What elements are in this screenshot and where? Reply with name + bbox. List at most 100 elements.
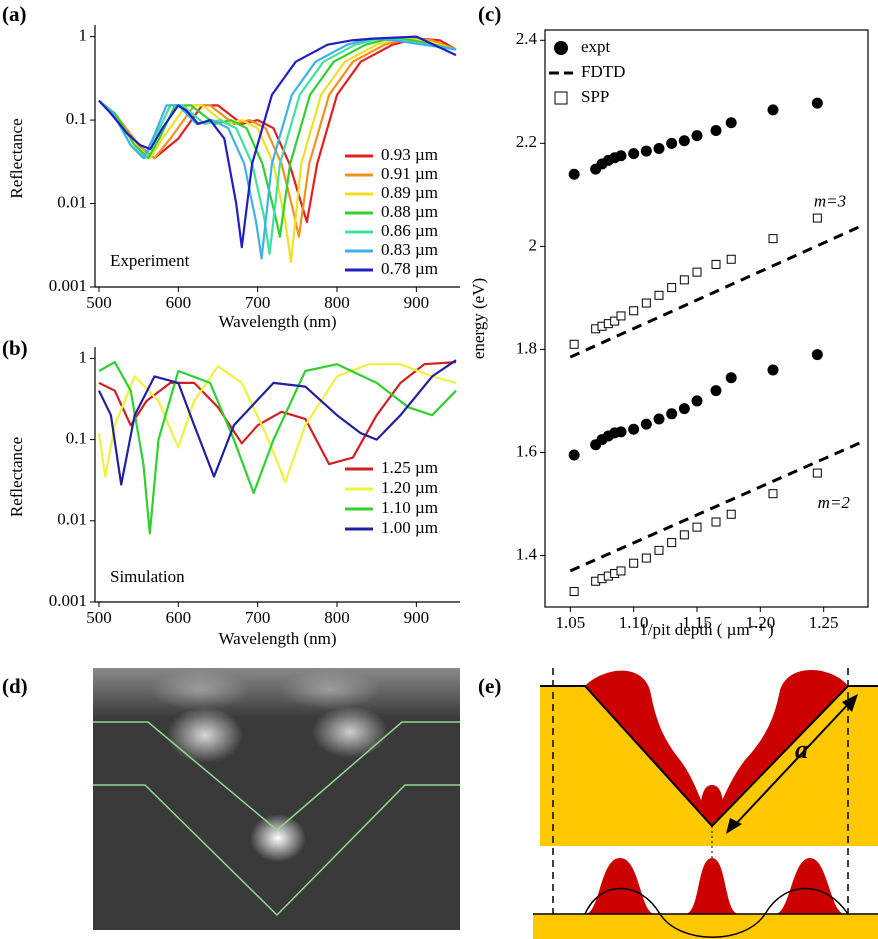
legend-label: expt [581, 37, 611, 56]
data-point [615, 150, 627, 162]
data-point [568, 449, 580, 461]
data-point [653, 413, 665, 425]
legend-label: 0.91 µm [381, 164, 438, 183]
y-tick-label: 0.1 [66, 429, 87, 448]
x-tick-label: 700 [245, 608, 271, 627]
x-tick-label: 800 [324, 608, 350, 627]
data-point [691, 395, 703, 407]
y-tick-label: 1 [79, 26, 88, 45]
data-point [811, 349, 823, 361]
data-point [678, 135, 690, 147]
data-point [666, 408, 678, 420]
data-point [667, 538, 677, 548]
y-axis-label: energy (eV) [469, 278, 488, 359]
data-point [726, 509, 736, 519]
data-point [812, 468, 822, 478]
data-point [692, 522, 702, 532]
series-line [98, 35, 457, 249]
data-point [640, 418, 652, 430]
panel-label: (b) [2, 336, 28, 360]
data-point [768, 489, 778, 499]
x-tick-label: 1.15 [682, 613, 712, 632]
data-point [667, 283, 677, 293]
data-point [616, 566, 626, 576]
series-line [98, 359, 457, 486]
x-tick-label: 700 [245, 293, 271, 312]
legend-swatch [554, 41, 568, 55]
data-point [711, 259, 721, 269]
y-tick-label: 2 [529, 235, 538, 254]
y-tick-label: 1.4 [516, 544, 538, 563]
data-point [610, 316, 620, 326]
data-point [569, 339, 579, 349]
panel-annotation: Experiment [110, 251, 190, 270]
panel-annotation: Simulation [110, 567, 185, 586]
data-point [767, 104, 779, 116]
series-line [98, 37, 457, 238]
data-point [616, 311, 626, 321]
legend-label: 1.00 µm [381, 518, 438, 537]
data-point [641, 298, 651, 308]
y-tick-label: 1.6 [516, 441, 537, 460]
x-tick-label: 600 [166, 608, 192, 627]
data-point [812, 213, 822, 223]
data-point [628, 148, 640, 160]
data-point [711, 517, 721, 527]
x-tick-label: 1.25 [809, 613, 839, 632]
data-point [768, 234, 778, 244]
x-axis-label: Wavelength (nm) [218, 312, 336, 331]
data-point [679, 530, 689, 540]
legend-label: 0.86 µm [381, 221, 438, 240]
panel-label: (d) [2, 674, 28, 698]
data-point [666, 137, 678, 149]
x-axis-label: Wavelength (nm) [218, 629, 336, 648]
annotation: m=2 [818, 493, 851, 512]
series-line [98, 361, 457, 535]
data-point [692, 267, 702, 277]
data-point [726, 254, 736, 264]
data-point [653, 142, 665, 154]
legend-label: FDTD [581, 62, 625, 81]
legend-label: 0.88 µm [381, 202, 438, 221]
data-point [568, 168, 580, 180]
panel-label: (e) [478, 674, 501, 698]
data-point [725, 372, 737, 384]
legend-label: 1.25 µm [381, 458, 438, 477]
legend-label: SPP [581, 87, 609, 106]
legend-label: 0.89 µm [381, 183, 438, 202]
annotation: m=3 [814, 191, 846, 210]
y-axis-label: Reflectance [7, 437, 26, 517]
data-point [641, 553, 651, 563]
legend-label: 1.20 µm [381, 478, 438, 497]
data-point [811, 97, 823, 109]
x-tick-label: 800 [324, 293, 350, 312]
series-line [98, 37, 457, 255]
data-point [767, 364, 779, 376]
y-tick-label: 0.01 [57, 192, 87, 211]
legend-label: 0.93 µm [381, 145, 438, 164]
y-tick-label: 1.8 [516, 338, 537, 357]
data-point [629, 306, 639, 316]
y-tick-label: 0.001 [49, 276, 87, 295]
data-point [629, 558, 639, 568]
data-point [654, 545, 664, 555]
x-tick-label: 1.05 [555, 613, 585, 632]
y-tick-label: 0.01 [57, 510, 87, 529]
data-point [725, 117, 737, 129]
x-tick-label: 1.20 [745, 613, 775, 632]
data-point [710, 385, 722, 397]
panel-label: (c) [478, 2, 501, 26]
length-label: a [795, 735, 808, 764]
y-tick-label: 0.001 [49, 591, 87, 610]
series-line [98, 361, 457, 466]
data-point [691, 130, 703, 142]
x-tick-label: 500 [86, 608, 112, 627]
series-line [98, 37, 457, 260]
fit-line [569, 224, 863, 573]
x-tick-label: 1.10 [619, 613, 649, 632]
data-point [569, 587, 579, 597]
y-axis-label: Reflectance [7, 118, 26, 198]
legend-label: 0.78 µm [381, 259, 438, 278]
data-point [654, 290, 664, 300]
y-tick-label: 2.4 [516, 29, 538, 48]
